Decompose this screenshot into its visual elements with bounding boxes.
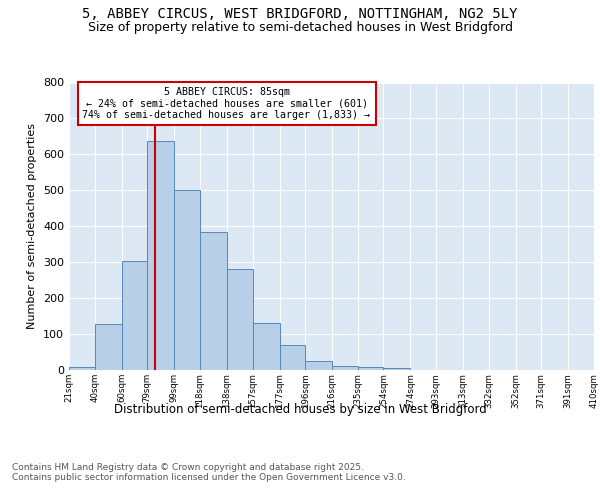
- Bar: [280, 345, 305, 370]
- Bar: [147, 141, 174, 370]
- Text: 5, ABBEY CIRCUS, WEST BRIDGFORD, NOTTINGHAM, NG2 5LY: 5, ABBEY CIRCUS, WEST BRIDGFORD, NOTTING…: [82, 8, 518, 22]
- Bar: [358, 367, 383, 370]
- Bar: [253, 324, 280, 370]
- Y-axis label: Number of semi-detached properties: Number of semi-detached properties: [28, 123, 37, 329]
- Text: 5 ABBEY CIRCUS: 85sqm
← 24% of semi-detached houses are smaller (601)
74% of sem: 5 ABBEY CIRCUS: 85sqm ← 24% of semi-deta…: [83, 87, 371, 120]
- Bar: [95, 324, 122, 370]
- Bar: [200, 232, 227, 370]
- Bar: [69, 367, 95, 370]
- Bar: [227, 270, 253, 370]
- Bar: [305, 361, 332, 370]
- Bar: [122, 262, 147, 370]
- Bar: [332, 366, 358, 370]
- Text: Distribution of semi-detached houses by size in West Bridgford: Distribution of semi-detached houses by …: [113, 402, 487, 415]
- Text: Contains HM Land Registry data © Crown copyright and database right 2025.
Contai: Contains HM Land Registry data © Crown c…: [12, 462, 406, 482]
- Text: Size of property relative to semi-detached houses in West Bridgford: Size of property relative to semi-detach…: [88, 21, 512, 34]
- Bar: [383, 368, 410, 370]
- Bar: [174, 190, 200, 370]
